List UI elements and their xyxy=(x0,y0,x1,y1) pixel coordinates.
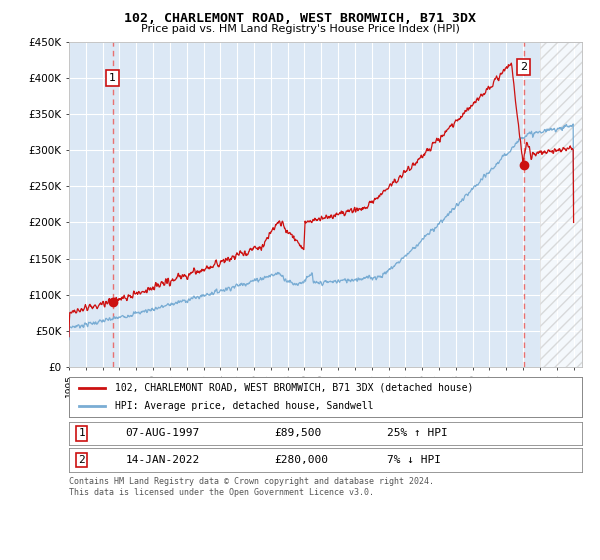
Text: 102, CHARLEMONT ROAD, WEST BROMWICH, B71 3DX: 102, CHARLEMONT ROAD, WEST BROMWICH, B71… xyxy=(124,12,476,25)
Text: 102, CHARLEMONT ROAD, WEST BROMWICH, B71 3DX (detached house): 102, CHARLEMONT ROAD, WEST BROMWICH, B71… xyxy=(115,383,473,393)
Text: £280,000: £280,000 xyxy=(274,455,328,465)
Text: 14-JAN-2022: 14-JAN-2022 xyxy=(125,455,200,465)
Text: Contains HM Land Registry data © Crown copyright and database right 2024.
This d: Contains HM Land Registry data © Crown c… xyxy=(69,477,434,497)
Text: Price paid vs. HM Land Registry's House Price Index (HPI): Price paid vs. HM Land Registry's House … xyxy=(140,24,460,34)
Text: 7% ↓ HPI: 7% ↓ HPI xyxy=(387,455,441,465)
Text: 1: 1 xyxy=(109,73,116,83)
Bar xyxy=(540,42,582,367)
Text: 2: 2 xyxy=(520,62,527,72)
Text: 1: 1 xyxy=(79,428,85,438)
Text: 07-AUG-1997: 07-AUG-1997 xyxy=(125,428,200,438)
Text: £89,500: £89,500 xyxy=(274,428,322,438)
Text: HPI: Average price, detached house, Sandwell: HPI: Average price, detached house, Sand… xyxy=(115,402,374,411)
Text: 25% ↑ HPI: 25% ↑ HPI xyxy=(387,428,448,438)
Text: 2: 2 xyxy=(79,455,85,465)
